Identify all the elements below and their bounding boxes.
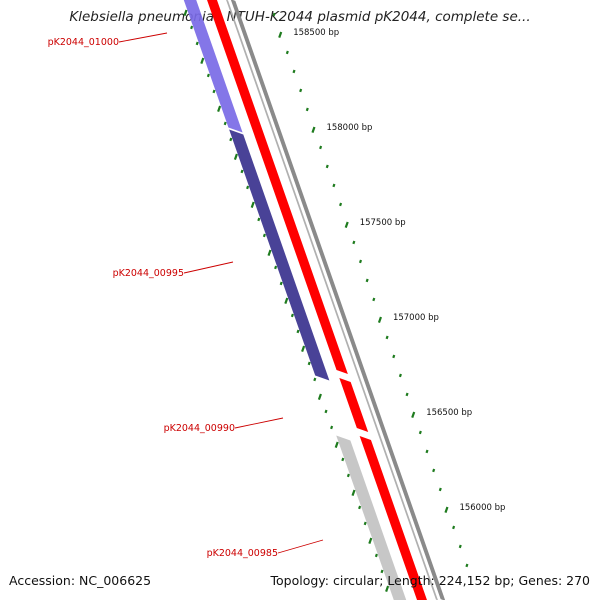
gene-plus-strand-long	[207, 0, 348, 374]
backbone-track	[226, 0, 446, 600]
gc-tick	[324, 409, 328, 414]
ruler-minor-tick	[292, 69, 296, 74]
ruler-minor-tick	[319, 145, 323, 150]
ruler-minor-tick	[365, 278, 369, 283]
gene-label: pK2044_00995	[113, 268, 184, 279]
ruler-major-tick	[411, 411, 416, 419]
ruler-major-tick	[377, 316, 382, 324]
ruler-minor-tick	[272, 12, 276, 17]
gene-label-leader	[277, 539, 324, 554]
gc-tick	[217, 105, 222, 113]
ruler-minor-tick	[392, 354, 396, 359]
ruler-minor-tick	[418, 430, 422, 435]
gc-tick	[346, 473, 350, 478]
ruler-minor-tick	[465, 563, 469, 568]
gene-label-leader	[234, 417, 284, 429]
ruler-track	[272, 12, 469, 568]
gene-label-leader	[183, 261, 234, 274]
gc-tick	[358, 505, 362, 510]
gc-tick	[368, 537, 373, 545]
gc-tick	[262, 233, 266, 238]
ruler-minor-tick	[425, 449, 429, 454]
gc-tick	[307, 361, 311, 366]
gc-tick	[212, 89, 216, 94]
ruler-label: 157000 bp	[393, 313, 439, 323]
gene-plus-strand-pK2044-00990	[339, 378, 369, 432]
gene-pK2044-01000	[183, 0, 243, 133]
gc-tick	[313, 377, 317, 382]
ruler-minor-tick	[458, 544, 462, 549]
ruler-label: 158500 bp	[293, 28, 339, 38]
ruler-major-tick	[278, 31, 283, 39]
gene-pK2044-00995	[229, 129, 330, 381]
gene-plus-strand-lower	[359, 436, 427, 600]
backbone-outer	[230, 0, 446, 600]
gc-tick	[183, 9, 188, 17]
gene-track[interactable]	[179, 0, 431, 600]
gc-tick	[206, 73, 210, 78]
topology-text: Topology: circular; Length: 224,152 bp; …	[270, 573, 591, 588]
ruler-minor-tick	[358, 259, 363, 264]
ruler-minor-tick	[372, 297, 376, 302]
ruler-minor-tick	[398, 373, 402, 378]
ruler-label: 156500 bp	[426, 408, 472, 418]
gc-tick	[374, 553, 378, 558]
gc-tick	[284, 297, 289, 305]
gc-tick	[274, 265, 278, 270]
labels: 158500 bp 158000 bp 157500 bp 157000 bp 1565…	[48, 28, 506, 559]
accession-text: Accession: NC_006625	[9, 573, 152, 588]
gene-pK2044-00985	[336, 435, 407, 600]
gc-tick	[190, 25, 194, 30]
gc-tick	[330, 425, 334, 430]
gene-label: pK2044_00990	[164, 423, 235, 434]
gc-tick	[223, 121, 227, 126]
ruler-minor-tick	[299, 88, 303, 93]
ruler-label: 157500 bp	[360, 218, 406, 228]
ruler-minor-tick	[285, 50, 289, 55]
ruler-minor-tick	[385, 335, 389, 340]
gc-tick	[233, 153, 238, 161]
gene-label-leaders	[118, 32, 324, 554]
gc-tick	[317, 393, 322, 401]
gc-tick	[290, 313, 294, 318]
ruler-label: 158000 bp	[326, 123, 372, 133]
ruler-minor-tick	[339, 202, 343, 207]
ruler-label: 156000 bp	[459, 503, 505, 513]
ruler-minor-tick	[405, 392, 409, 397]
gc-tick	[363, 521, 367, 526]
ruler-minor-tick	[352, 240, 356, 245]
gc-tick	[334, 441, 339, 449]
gc-tick	[250, 201, 255, 209]
gc-tick	[267, 249, 272, 257]
gc-tick	[341, 457, 345, 462]
gc-tick	[385, 585, 390, 593]
gene-label-leader	[118, 32, 168, 43]
gc-tick	[229, 137, 233, 142]
gc-tick	[301, 345, 306, 353]
gc-skew-track	[183, 9, 390, 593]
gene-label: pK2044_01000	[48, 37, 119, 48]
ruler-minor-tick	[325, 164, 329, 169]
ruler-minor-tick	[432, 468, 436, 473]
ruler-major-tick	[311, 126, 316, 134]
ruler-major-tick	[444, 506, 449, 514]
ruler-minor-tick	[438, 487, 442, 492]
gc-tick	[195, 41, 199, 46]
ruler-minor-tick	[452, 525, 456, 530]
gc-tick	[351, 489, 356, 497]
ruler-minor-tick	[332, 183, 336, 188]
gene-label: pK2044_00985	[207, 548, 278, 559]
backbone-inner	[226, 0, 438, 600]
gc-tick	[257, 217, 261, 222]
gc-tick	[246, 185, 250, 190]
gc-tick	[240, 169, 244, 174]
gc-tick	[296, 329, 300, 334]
gc-tick	[279, 281, 283, 286]
ruler-minor-tick	[305, 107, 309, 112]
gc-tick	[380, 569, 384, 574]
ruler-major-tick	[344, 221, 349, 229]
gc-tick	[200, 57, 205, 65]
